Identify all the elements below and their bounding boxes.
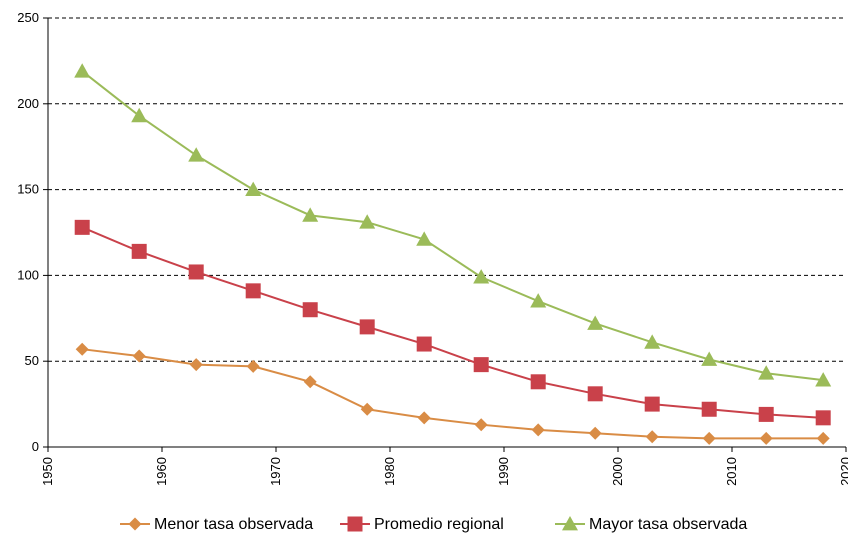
data-point — [75, 342, 89, 356]
data-point — [473, 357, 489, 373]
data-point — [644, 334, 661, 349]
data-point — [303, 375, 317, 389]
series-line — [81, 70, 824, 382]
legend: Menor tasa observada Promedio regional May… — [120, 516, 747, 533]
data-point — [701, 401, 717, 417]
legend-item: Mayor tasa observada — [555, 516, 747, 533]
tick-labels: 0 50 100 150 200 250 1950 1960 1970 1980 1990 2000 2… — [17, 10, 848, 486]
data-point — [530, 293, 547, 308]
data-point — [416, 231, 433, 246]
grid-lines — [48, 17, 846, 362]
data-point — [245, 283, 261, 299]
legend-marker — [562, 516, 578, 531]
y-tick-label: 50 — [25, 353, 39, 368]
x-tick-label: 1950 — [40, 457, 55, 486]
data-point — [245, 181, 262, 196]
data-point — [131, 107, 148, 123]
y-tick-label: 0 — [32, 439, 39, 454]
data-point — [417, 411, 431, 425]
data-point — [758, 365, 775, 380]
data-point — [416, 336, 432, 352]
series-group — [74, 63, 832, 445]
data-point — [359, 319, 375, 335]
x-tick-label: 2020 — [838, 457, 848, 486]
data-point — [74, 63, 91, 78]
data-point — [531, 423, 545, 437]
data-point — [759, 431, 773, 445]
legend-item: Menor tasa observada — [120, 516, 313, 533]
data-point — [188, 147, 205, 162]
series-mayor-tasa-observada — [74, 63, 832, 387]
data-point — [702, 431, 716, 445]
data-point — [189, 358, 203, 372]
x-tick-label: 1970 — [268, 457, 283, 486]
data-point — [74, 219, 90, 235]
data-point — [246, 359, 260, 373]
y-tick-label: 250 — [17, 10, 39, 25]
data-point — [758, 406, 774, 422]
data-point — [588, 426, 602, 440]
legend-label: Menor tasa observada — [154, 516, 313, 533]
data-point — [131, 243, 147, 259]
x-tick-label: 2000 — [610, 457, 625, 486]
data-point — [302, 302, 318, 318]
data-point — [530, 374, 546, 390]
series-line — [82, 348, 824, 440]
legend-label: Promedio regional — [374, 516, 504, 533]
series-line — [81, 226, 824, 419]
data-point — [587, 386, 603, 402]
data-point — [587, 315, 604, 330]
data-point — [815, 372, 832, 387]
data-point — [302, 207, 319, 222]
data-point — [701, 351, 718, 366]
data-point — [188, 264, 204, 280]
legend-marker — [347, 516, 363, 532]
x-tick-label: 1990 — [496, 457, 511, 486]
data-point — [815, 410, 831, 426]
data-point — [474, 418, 488, 432]
y-tick-label: 200 — [17, 96, 39, 111]
y-tick-label: 150 — [17, 182, 39, 197]
x-tick-label: 1980 — [382, 457, 397, 486]
legend-item: Promedio regional — [340, 516, 504, 533]
legend-label: Mayor tasa observada — [589, 516, 747, 533]
axes — [43, 17, 847, 452]
x-tick-label: 2010 — [724, 457, 739, 486]
data-point — [360, 402, 374, 416]
series-promedio-regional — [74, 219, 831, 426]
data-point — [645, 430, 659, 444]
y-tick-label: 100 — [17, 267, 39, 282]
series-menor-tasa-observada — [75, 342, 830, 445]
legend-marker — [128, 517, 142, 531]
data-point — [132, 349, 146, 363]
data-point — [644, 396, 660, 412]
data-point — [359, 214, 376, 229]
data-point — [473, 269, 490, 284]
data-point — [816, 431, 830, 445]
x-tick-label: 1960 — [154, 457, 169, 486]
